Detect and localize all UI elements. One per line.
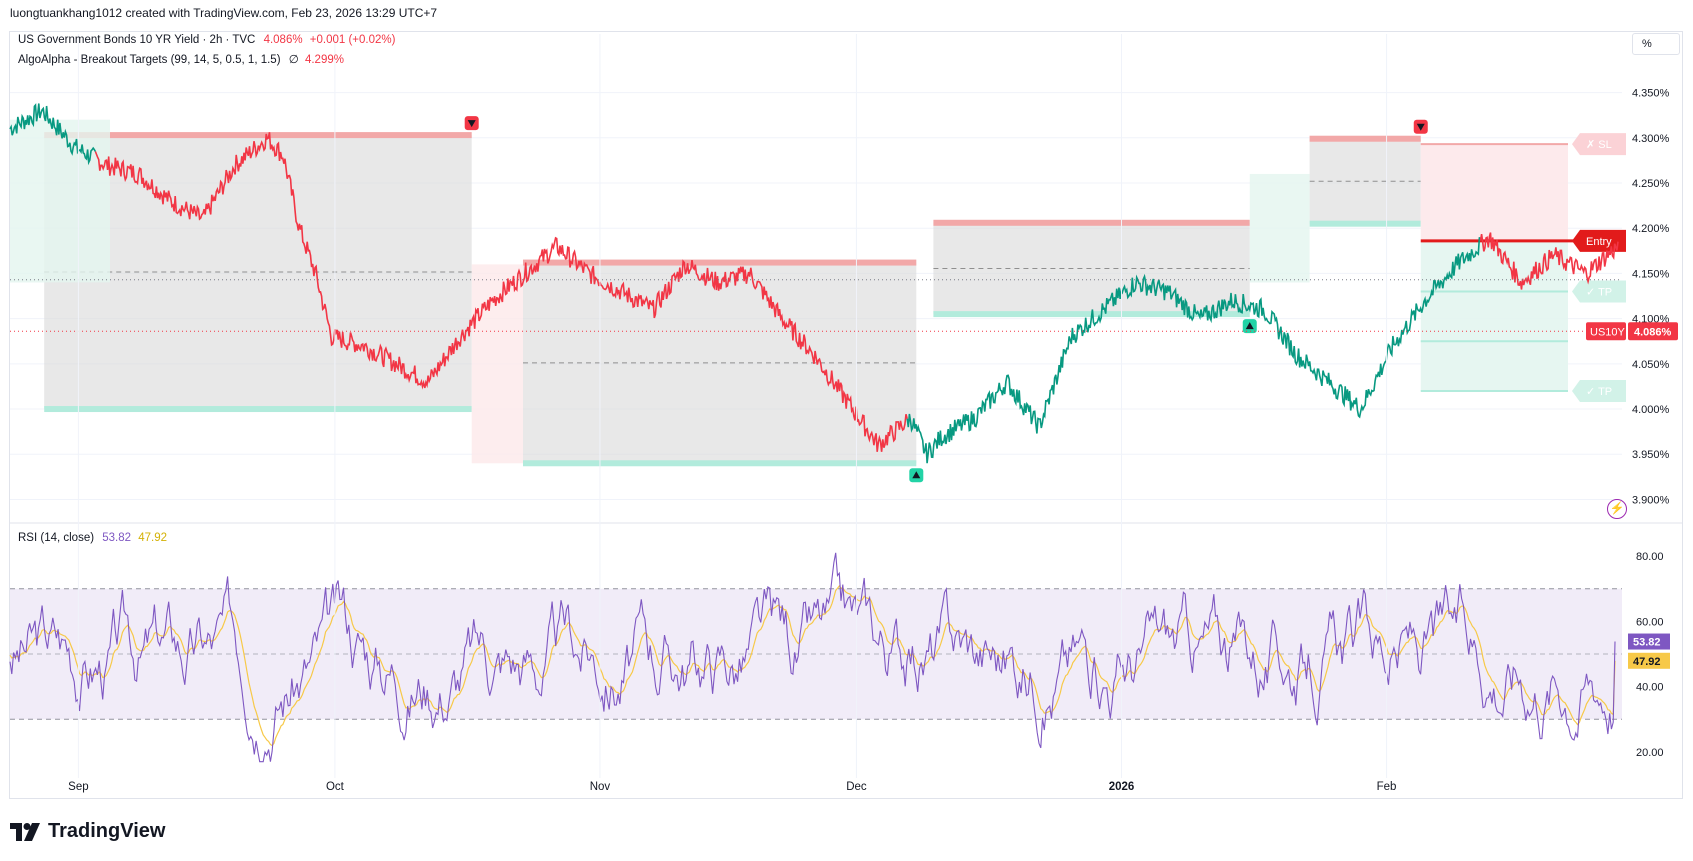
indicator-title: AlgoAlpha - Breakout Targets (99, 14, 5,…	[18, 54, 281, 66]
entry-label-bg	[1572, 229, 1626, 252]
entry-label: Entry	[1586, 236, 1612, 248]
symbol-title: US Government Bonds 10 YR Yield · 2h · T…	[18, 34, 256, 46]
breakout-top-line	[1309, 135, 1421, 142]
last-price-tag: 4.086%	[1634, 326, 1672, 338]
symbol-tag: US10Y	[1590, 326, 1626, 338]
rsi-legend[interactable]: RSI (14, close) 53.82 47.92	[18, 532, 167, 544]
time-axis-tick: Nov	[590, 781, 611, 793]
rsi-last-tag: 53.82	[1633, 637, 1661, 649]
buy-arrow-icon	[912, 471, 921, 479]
price-axis-tick: 4.050%	[1632, 359, 1670, 371]
symbol-legend[interactable]: US Government Bonds 10 YR Yield · 2h · T…	[18, 34, 395, 46]
price-axis-tick: 4.200%	[1632, 223, 1670, 235]
tradingview-logo-icon	[10, 822, 40, 841]
breakout-top-line	[523, 259, 917, 266]
breakout-bottom-line	[44, 406, 472, 413]
rsi-line	[9, 552, 1616, 763]
buy-trend-fill	[1249, 173, 1310, 283]
breakout-bottom-line	[523, 460, 917, 467]
take-profit-label: ✓ TP	[1586, 287, 1612, 299]
price-axis-tick: 4.250%	[1632, 178, 1670, 190]
rsi-ma-last-tag-bg	[1628, 652, 1670, 669]
time-axis-tick: 2026	[1109, 781, 1135, 793]
chart-credit-header: luongtuankhang1012 created with TradingV…	[10, 6, 438, 20]
price-axis-tick: 4.000%	[1632, 404, 1670, 416]
time-axis-tick: Feb	[1377, 781, 1397, 793]
price-line-bearish	[94, 132, 908, 452]
rsi-axis-tick: 80.00	[1636, 551, 1664, 563]
stop-loss-label: ✗ SL	[1586, 139, 1612, 151]
lightning-icon[interactable]: ⚡	[1607, 499, 1627, 519]
price-axis-tick: 3.950%	[1632, 449, 1670, 461]
indicator-value: 4.299%	[304, 54, 344, 66]
take-profit-label-bg	[1572, 379, 1626, 402]
rsi-last-tag-bg	[1628, 633, 1670, 650]
rsi-ma-value: 47.92	[138, 532, 168, 544]
take-profit-label-bg	[1572, 280, 1626, 303]
rsi-axis-tick: 40.00	[1636, 682, 1664, 694]
rsi-title: RSI (14, close)	[18, 532, 95, 544]
indicator-legend[interactable]: AlgoAlpha - Breakout Targets (99, 14, 5,…	[18, 52, 344, 66]
indicator-symbol: ∅	[288, 54, 299, 66]
tradingview-logo: TradingView	[10, 820, 165, 843]
last-price-tag-bg	[1628, 322, 1678, 341]
stop-loss-zone	[1420, 144, 1568, 241]
rsi-ma-last-tag: 47.92	[1633, 656, 1661, 668]
time-axis-tick: Dec	[846, 781, 867, 793]
rsi-axis-tick: 60.00	[1636, 616, 1664, 628]
breakout-bottom-line	[1309, 220, 1421, 227]
price-axis-tick: 4.150%	[1632, 268, 1670, 280]
breakout-top-line	[44, 132, 472, 139]
time-axis-tick: Sep	[68, 781, 88, 793]
price-line-bullish	[9, 103, 97, 166]
time-axis-tick: Oct	[326, 781, 345, 793]
stop-loss-label-bg	[1572, 133, 1626, 156]
price-axis-tick: 3.900%	[1632, 494, 1670, 506]
sell-arrow-icon	[1416, 123, 1425, 131]
percent-scale-button[interactable]: %	[1632, 33, 1680, 55]
rsi-value: 53.82	[102, 532, 132, 544]
sell-arrow-icon	[467, 120, 476, 128]
breakout-top-line	[933, 219, 1250, 226]
take-profit-label: ✓ TP	[1586, 386, 1612, 398]
price-line-bearish	[1479, 232, 1619, 290]
price-line-bullish	[906, 237, 1482, 464]
rsi-ma-line	[9, 585, 1616, 747]
price-axis-tick: 4.300%	[1632, 133, 1670, 145]
price-axis-tick: 4.350%	[1632, 88, 1670, 100]
tradingview-brand: TradingView	[48, 820, 166, 842]
symbol-price: 4.086%	[263, 34, 303, 46]
chart-frame	[9, 31, 1683, 799]
rsi-axis-tick: 20.00	[1636, 747, 1664, 759]
symbol-change: +0.001 (+0.02%)	[309, 34, 396, 46]
buy-trend-fill	[10, 119, 110, 283]
buy-arrow-icon	[1245, 322, 1254, 330]
sell-trend-fill	[471, 264, 523, 464]
symbol-tag-bg	[1586, 322, 1626, 341]
